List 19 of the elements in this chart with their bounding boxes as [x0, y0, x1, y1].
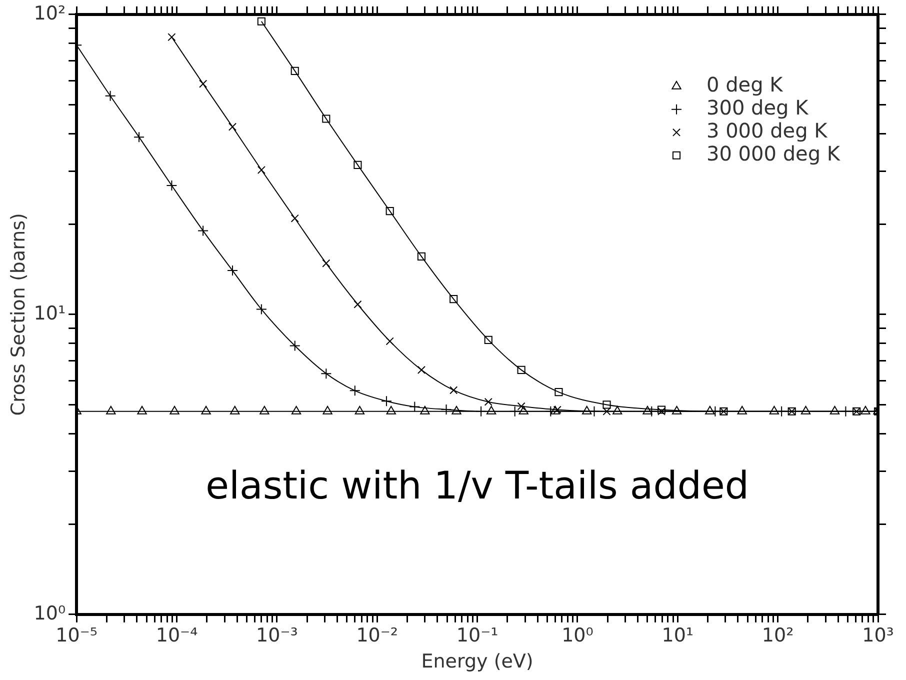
legend-label: 30 000 deg K	[706, 142, 841, 166]
annotation: elastic with 1/v T-tails added	[206, 463, 749, 508]
x-tick-label: 10⁻⁴	[156, 624, 198, 647]
x-tick-label: 10⁻²	[356, 624, 398, 647]
y-axis-title: Cross Section (barns)	[7, 213, 30, 416]
legend-label: 3 000 deg K	[706, 118, 828, 143]
legend-label: 300 deg K	[706, 96, 810, 120]
x-tick-label: 10⁻³	[256, 624, 298, 647]
x-tick-label: 10¹	[662, 624, 694, 647]
x-tick-label: 10²	[762, 624, 794, 647]
legend-label: 0 deg K	[706, 72, 784, 97]
x-tick-label: 10⁻¹	[456, 624, 498, 647]
x-tick-label: 10³	[862, 624, 894, 647]
x-tick-label: 10⁰	[562, 624, 594, 647]
y-tick-label: 10¹	[34, 302, 66, 324]
y-tick-label: 10⁰	[34, 602, 66, 624]
x-tick-label: 10⁻⁵	[56, 624, 98, 647]
y-tick-label: 10²	[34, 2, 66, 24]
x-axis-title: Energy (eV)	[421, 650, 534, 673]
